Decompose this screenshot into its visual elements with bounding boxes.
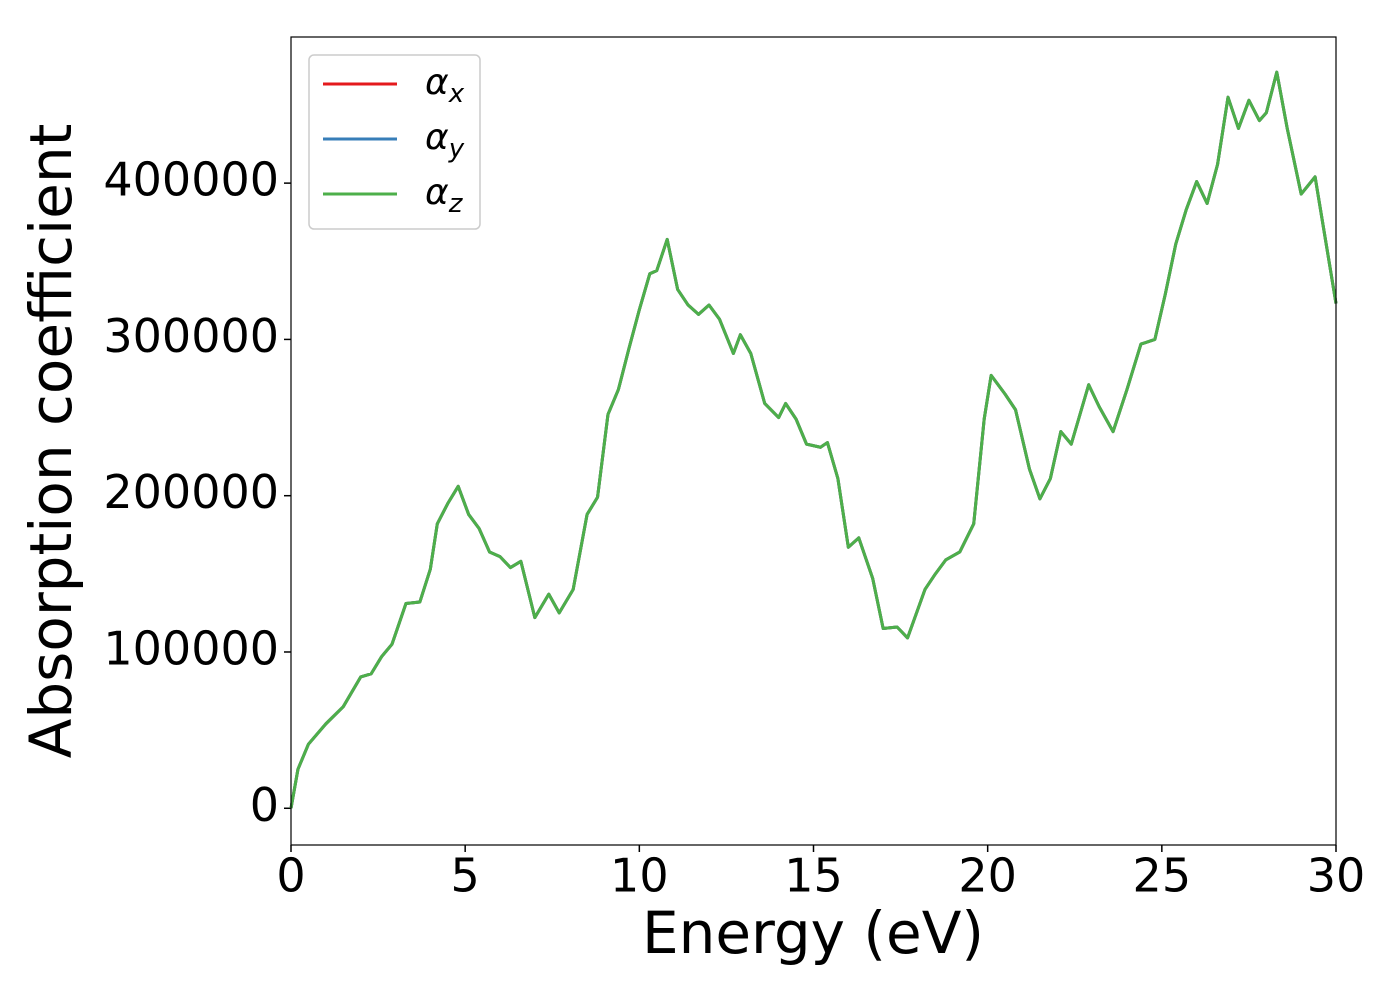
x-tick-label: 20	[958, 849, 1017, 903]
plot-frame	[290, 36, 1337, 846]
x-tick-label: 25	[1133, 849, 1192, 903]
y-tick-label: 400000	[103, 153, 279, 207]
legend-label: αy	[425, 117, 465, 164]
x-tick-label: 0	[276, 849, 305, 903]
y-tick-label: 200000	[103, 465, 279, 519]
x-tick-label: 10	[610, 849, 669, 903]
x-tick-label: 30	[1307, 849, 1366, 903]
legend-box	[308, 54, 481, 230]
x-tick-label: 15	[784, 849, 843, 903]
y-tick-label: 300000	[103, 309, 279, 363]
data-line	[289, 70, 1338, 809]
legend-label: αx	[425, 62, 465, 109]
y-axis-label: Absorption coefficient	[17, 124, 85, 759]
y-tick-label: 100000	[103, 621, 279, 675]
x-axis-label: Energy (eV)	[642, 899, 984, 967]
x-tick-label: 5	[451, 849, 480, 903]
y-tick-label: 0	[250, 778, 279, 832]
legend-label: αz	[425, 172, 464, 219]
